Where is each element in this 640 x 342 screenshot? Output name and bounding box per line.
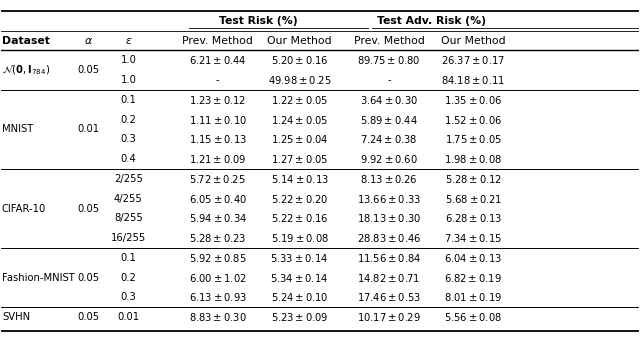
Text: 1.0: 1.0 xyxy=(120,55,136,65)
Text: $5.22 \pm 0.20$: $5.22 \pm 0.20$ xyxy=(271,193,328,205)
Text: $1.22 \pm 0.05$: $1.22 \pm 0.05$ xyxy=(271,94,328,106)
Text: $28.83 \pm 0.46$: $28.83 \pm 0.46$ xyxy=(357,232,421,244)
Text: $6.05 \pm 0.40$: $6.05 \pm 0.40$ xyxy=(189,193,247,205)
Text: $5.94 \pm 0.34$: $5.94 \pm 0.34$ xyxy=(189,212,247,224)
Text: 0.3: 0.3 xyxy=(120,292,136,302)
Text: $8.13 \pm 0.26$: $8.13 \pm 0.26$ xyxy=(360,173,418,185)
Text: $3.64 \pm 0.30$: $3.64 \pm 0.30$ xyxy=(360,94,418,106)
Text: $10.17 \pm 0.29$: $10.17 \pm 0.29$ xyxy=(357,311,421,323)
Text: $5.28 \pm 0.12$: $5.28 \pm 0.12$ xyxy=(445,173,502,185)
Text: 0.05: 0.05 xyxy=(78,203,100,213)
Text: SVHN: SVHN xyxy=(2,312,30,322)
Text: $5.72 \pm 0.25$: $5.72 \pm 0.25$ xyxy=(189,173,246,185)
Text: 0.1: 0.1 xyxy=(120,253,136,263)
Text: 1.0: 1.0 xyxy=(120,75,136,85)
Text: $6.28 \pm 0.13$: $6.28 \pm 0.13$ xyxy=(445,212,502,224)
Text: $5.56 \pm 0.08$: $5.56 \pm 0.08$ xyxy=(444,311,502,323)
Text: Test Risk (%): Test Risk (%) xyxy=(220,16,298,26)
Text: $13.66 \pm 0.33$: $13.66 \pm 0.33$ xyxy=(357,193,421,205)
Text: $84.18 \pm 0.11$: $84.18 \pm 0.11$ xyxy=(441,74,506,86)
Text: $1.75 \pm 0.05$: $1.75 \pm 0.05$ xyxy=(445,133,502,145)
Text: 0.05: 0.05 xyxy=(78,312,100,322)
Text: $89.75 \pm 0.80$: $89.75 \pm 0.80$ xyxy=(357,54,420,66)
Text: 0.01: 0.01 xyxy=(117,312,140,322)
Text: 0.05: 0.05 xyxy=(78,65,100,75)
Text: MNIST: MNIST xyxy=(2,124,33,134)
Text: $6.82 \pm 0.19$: $6.82 \pm 0.19$ xyxy=(444,272,502,284)
Text: $1.25 \pm 0.04$: $1.25 \pm 0.04$ xyxy=(271,133,328,145)
Text: $49.98 \pm 0.25$: $49.98 \pm 0.25$ xyxy=(268,74,332,86)
Text: $1.27 \pm 0.05$: $1.27 \pm 0.05$ xyxy=(271,153,328,165)
Text: 4/255: 4/255 xyxy=(114,194,143,204)
Text: $1.11 \pm 0.10$: $1.11 \pm 0.10$ xyxy=(189,114,247,126)
Text: $6.04 \pm 0.13$: $6.04 \pm 0.13$ xyxy=(444,252,502,264)
Text: $5.24 \pm 0.10$: $5.24 \pm 0.10$ xyxy=(271,291,328,303)
Text: CIFAR-10: CIFAR-10 xyxy=(2,203,46,213)
Text: $14.82 \pm 0.71$: $14.82 \pm 0.71$ xyxy=(357,272,420,284)
Text: $7.24 \pm 0.38$: $7.24 \pm 0.38$ xyxy=(360,133,418,145)
Text: $1.98 \pm 0.08$: $1.98 \pm 0.08$ xyxy=(444,153,502,165)
Text: Our Method: Our Method xyxy=(268,36,332,45)
Text: $1.23 \pm 0.12$: $1.23 \pm 0.12$ xyxy=(189,94,246,106)
Text: Fashion-MNIST: Fashion-MNIST xyxy=(2,273,75,283)
Text: $1.52 \pm 0.06$: $1.52 \pm 0.06$ xyxy=(444,114,502,126)
Text: $5.33 \pm 0.14$: $5.33 \pm 0.14$ xyxy=(271,252,329,264)
Text: $\epsilon$: $\epsilon$ xyxy=(125,36,132,45)
Text: 0.2: 0.2 xyxy=(120,273,136,283)
Text: $6.00 \pm 1.02$: $6.00 \pm 1.02$ xyxy=(189,272,247,284)
Text: 2/255: 2/255 xyxy=(114,174,143,184)
Text: -: - xyxy=(387,75,391,85)
Text: $5.23 \pm 0.09$: $5.23 \pm 0.09$ xyxy=(271,311,328,323)
Text: $18.13 \pm 0.30$: $18.13 \pm 0.30$ xyxy=(356,212,421,224)
Text: $\alpha$: $\alpha$ xyxy=(84,36,93,45)
Text: $6.21 \pm 0.44$: $6.21 \pm 0.44$ xyxy=(189,54,246,66)
Text: $5.68 \pm 0.21$: $5.68 \pm 0.21$ xyxy=(445,193,502,205)
Text: $5.28 \pm 0.23$: $5.28 \pm 0.23$ xyxy=(189,232,246,244)
Text: 0.1: 0.1 xyxy=(120,95,136,105)
Text: 0.01: 0.01 xyxy=(78,124,100,134)
Text: $11.56 \pm 0.84$: $11.56 \pm 0.84$ xyxy=(357,252,421,264)
Text: $17.46 \pm 0.53$: $17.46 \pm 0.53$ xyxy=(357,291,421,303)
Text: $5.14 \pm 0.13$: $5.14 \pm 0.13$ xyxy=(271,173,328,185)
Text: $1.15 \pm 0.13$: $1.15 \pm 0.13$ xyxy=(189,133,247,145)
Text: Test Adv. Risk (%): Test Adv. Risk (%) xyxy=(376,16,486,26)
Text: $9.92 \pm 0.60$: $9.92 \pm 0.60$ xyxy=(360,153,418,165)
Text: Dataset: Dataset xyxy=(2,36,50,45)
Text: $6.13 \pm 0.93$: $6.13 \pm 0.93$ xyxy=(189,291,247,303)
Text: $5.34 \pm 0.14$: $5.34 \pm 0.14$ xyxy=(271,272,329,284)
Text: $5.92 \pm 0.85$: $5.92 \pm 0.85$ xyxy=(189,252,246,264)
Text: $1.21 \pm 0.09$: $1.21 \pm 0.09$ xyxy=(189,153,246,165)
Text: $8.83 \pm 0.30$: $8.83 \pm 0.30$ xyxy=(189,311,247,323)
Text: 0.4: 0.4 xyxy=(120,154,136,164)
Text: $1.24 \pm 0.05$: $1.24 \pm 0.05$ xyxy=(271,114,328,126)
Text: Prev. Method: Prev. Method xyxy=(353,36,424,45)
Text: $5.19 \pm 0.08$: $5.19 \pm 0.08$ xyxy=(271,232,328,244)
Text: $5.89 \pm 0.44$: $5.89 \pm 0.44$ xyxy=(360,114,418,126)
Text: 8/255: 8/255 xyxy=(114,213,143,223)
Text: $26.37 \pm 0.17$: $26.37 \pm 0.17$ xyxy=(441,54,506,66)
Text: 0.05: 0.05 xyxy=(78,273,100,283)
Text: Our Method: Our Method xyxy=(441,36,506,45)
Text: $1.35 \pm 0.06$: $1.35 \pm 0.06$ xyxy=(444,94,502,106)
Text: -: - xyxy=(216,75,220,85)
Text: $\mathcal{N}(\mathbf{0}, \mathbf{I}_{784})$: $\mathcal{N}(\mathbf{0}, \mathbf{I}_{784… xyxy=(2,63,50,77)
Text: $5.22 \pm 0.16$: $5.22 \pm 0.16$ xyxy=(271,212,328,224)
Text: $5.20 \pm 0.16$: $5.20 \pm 0.16$ xyxy=(271,54,328,66)
Text: 0.3: 0.3 xyxy=(120,134,136,144)
Text: 0.2: 0.2 xyxy=(120,115,136,124)
Text: Prev. Method: Prev. Method xyxy=(182,36,253,45)
Text: $7.34 \pm 0.15$: $7.34 \pm 0.15$ xyxy=(444,232,502,244)
Text: $8.01 \pm 0.19$: $8.01 \pm 0.19$ xyxy=(444,291,502,303)
Text: 16/255: 16/255 xyxy=(111,233,146,243)
